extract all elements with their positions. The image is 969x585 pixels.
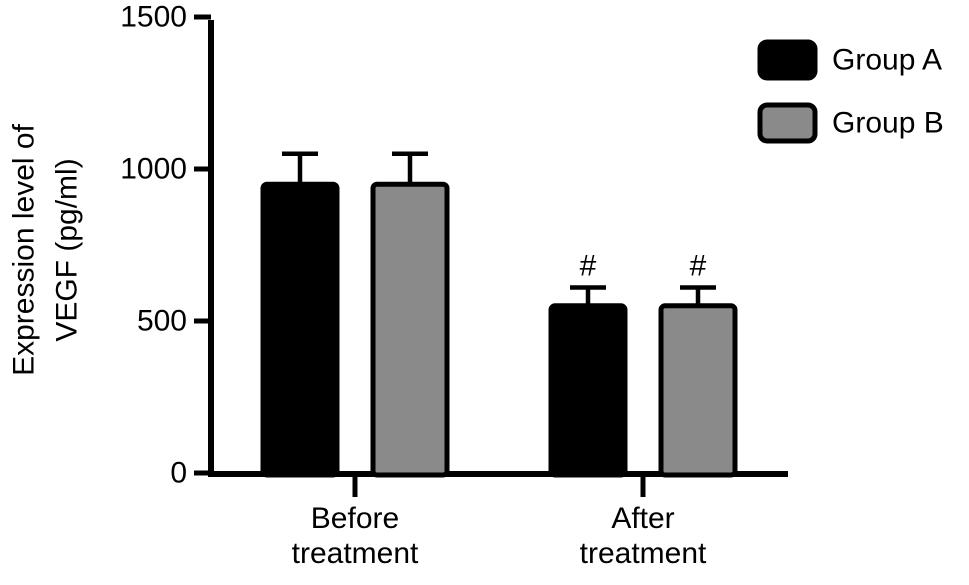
significance-marker: # — [690, 250, 707, 283]
x-category-label-line2: treatment — [580, 537, 707, 570]
y-axis-tick-label: 0 — [170, 457, 187, 490]
bar — [370, 181, 450, 478]
x-category-label-line1: After — [611, 502, 674, 535]
legend-swatch — [757, 102, 818, 144]
bar — [548, 303, 628, 478]
x-category-label-line2: treatment — [292, 537, 419, 570]
y-axis-title-line: VEGF (pg/ml) — [51, 158, 84, 341]
bar — [658, 303, 738, 478]
legend-label: Group B — [832, 107, 944, 140]
y-axis-tick-label: 500 — [137, 305, 187, 338]
legend-swatch — [757, 39, 818, 81]
x-category-label-line1: Before — [311, 502, 399, 535]
bar — [260, 181, 340, 478]
legend-label: Group A — [832, 44, 942, 77]
y-axis-tick-label: 1500 — [120, 1, 187, 34]
y-axis-tick-label: 1000 — [120, 153, 187, 186]
y-axis-title-line: Expression level of — [8, 123, 41, 375]
significance-marker: # — [580, 250, 597, 283]
